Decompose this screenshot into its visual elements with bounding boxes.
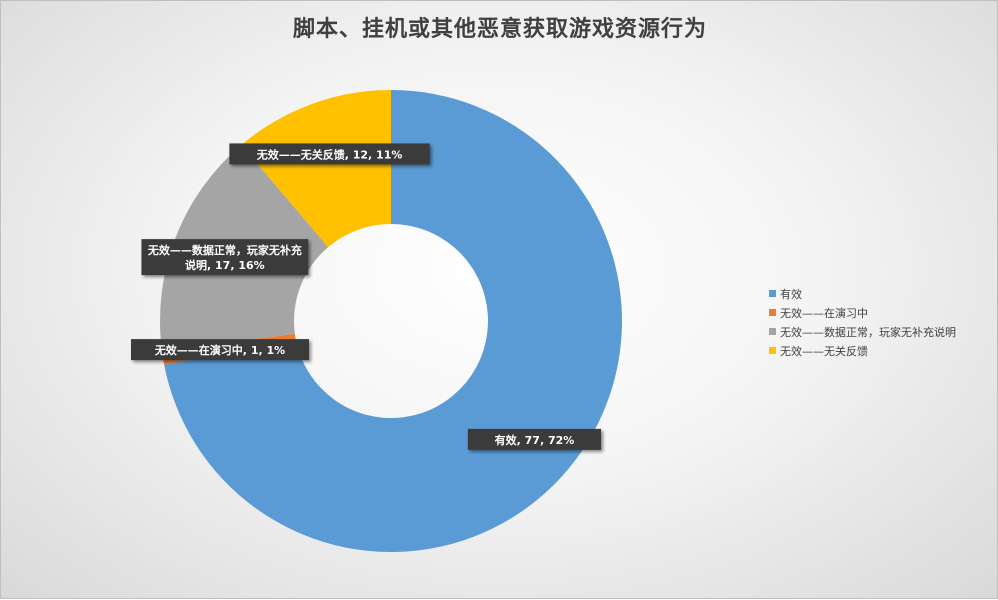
data-label-box-2 bbox=[141, 239, 309, 276]
data-label-0: 有效, 77, 72% bbox=[467, 428, 602, 450]
data-label-1: 无效——在演习中, 1, 1% bbox=[131, 339, 309, 361]
data-label-text: 有效, 77, 72% bbox=[495, 433, 575, 447]
data-label-box-0 bbox=[467, 428, 602, 450]
data-label-text: 无效——无关反馈, 12, 11% bbox=[256, 147, 403, 161]
legend-label: 无效——无关反馈 bbox=[780, 344, 868, 358]
legend-swatch bbox=[769, 347, 776, 354]
chart-title: 脚本、挂机或其他恶意获取游戏资源行为 bbox=[292, 16, 707, 42]
slice-3 bbox=[241, 90, 391, 248]
legend-item: 无效——在演习中 bbox=[769, 303, 956, 322]
legend-item: 无效——数据正常，玩家无补充说明 bbox=[769, 322, 956, 341]
legend-swatch bbox=[769, 309, 776, 316]
data-label-box-3 bbox=[229, 143, 430, 165]
legend-item: 有效 bbox=[769, 284, 956, 303]
data-label-text: 说明, 17, 16% bbox=[185, 258, 265, 272]
data-labels-group: 有效, 77, 72% 无效——在演习中, 1, 1% 无效——数据正常，玩家无补充… bbox=[131, 143, 602, 450]
data-label-text: 无效——数据正常，玩家无补充 bbox=[147, 243, 302, 257]
legend: 有效无效——在演习中无效——数据正常，玩家无补充说明 无效——无关反馈 bbox=[769, 284, 956, 360]
legend-label: 无效——在演习中 bbox=[780, 306, 868, 320]
data-label-text: 无效——在演习中, 1, 1% bbox=[154, 343, 285, 357]
data-label-3: 无效——无关反馈, 12, 11% bbox=[229, 143, 430, 165]
data-label-box-1 bbox=[131, 339, 309, 361]
legend-label: 有效 bbox=[780, 287, 802, 301]
legend-label: 无效——数据正常，玩家无补充说明 bbox=[780, 325, 956, 339]
legend-swatch bbox=[769, 290, 776, 297]
legend-item: 无效——无关反馈 bbox=[769, 341, 956, 360]
data-label-2: 无效——数据正常，玩家无补充说明, 17, 16% bbox=[141, 239, 309, 276]
legend-swatch bbox=[769, 328, 776, 335]
